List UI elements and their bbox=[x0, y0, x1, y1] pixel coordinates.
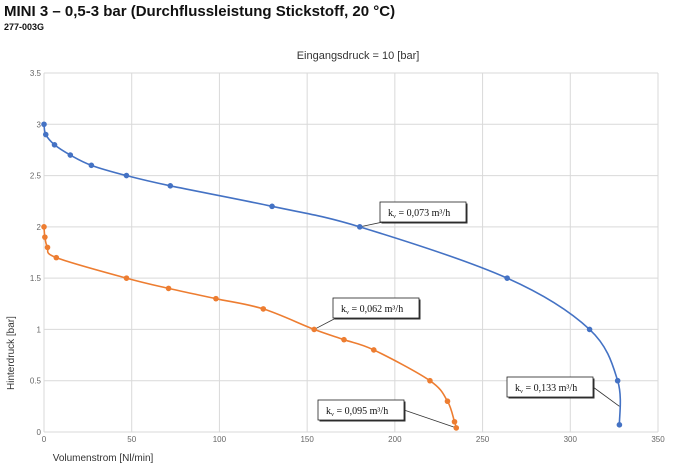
annotation-leader-line bbox=[313, 317, 337, 330]
data-point bbox=[41, 121, 47, 128]
y-tick-label: 2.5 bbox=[30, 172, 42, 181]
data-point bbox=[341, 336, 347, 343]
x-tick-label: 250 bbox=[476, 435, 490, 444]
kv-annotation: kv = 0,133 m³/h bbox=[515, 383, 577, 395]
data-point bbox=[213, 295, 219, 302]
data-point bbox=[67, 152, 74, 158]
x-axis-label: Volumenstrom [Nl/min] bbox=[53, 453, 154, 464]
data-point bbox=[123, 275, 130, 281]
data-point bbox=[53, 254, 60, 261]
data-point bbox=[51, 142, 58, 148]
chart-title: Eingangsdruck = 10 [bar] bbox=[297, 50, 420, 62]
x-tick-label: 100 bbox=[213, 435, 227, 444]
x-tick-label: 50 bbox=[127, 435, 136, 444]
kv-annotation: kv = 0,062 m³/h bbox=[341, 304, 403, 316]
y-tick-label: 1.5 bbox=[30, 274, 42, 283]
data-point bbox=[167, 183, 174, 189]
x-tick-label: 200 bbox=[388, 435, 402, 444]
x-tick-label: 150 bbox=[300, 435, 314, 444]
data-point bbox=[453, 425, 460, 431]
data-point bbox=[427, 377, 433, 384]
data-point bbox=[42, 234, 48, 240]
data-point bbox=[41, 224, 47, 230]
data-point bbox=[444, 398, 451, 405]
data-point bbox=[42, 131, 49, 138]
y-tick-label: 0 bbox=[37, 428, 42, 437]
x-tick-label: 0 bbox=[42, 435, 47, 444]
data-point bbox=[504, 275, 510, 281]
data-point bbox=[165, 285, 172, 292]
y-tick-label: 3 bbox=[37, 120, 42, 129]
annotation-leader-line bbox=[403, 409, 457, 429]
data-point bbox=[616, 422, 623, 428]
page-title: MINI 3 – 0,5-3 bar (Durchflussleistung S… bbox=[4, 3, 396, 20]
annotation-box bbox=[317, 399, 405, 421]
annotation-box bbox=[332, 297, 420, 319]
kv-annotation: kv = 0,095 m³/h bbox=[326, 406, 388, 418]
data-point bbox=[269, 203, 275, 210]
data-point bbox=[614, 377, 621, 384]
annotation-leader-line bbox=[592, 386, 620, 407]
annotation-box bbox=[379, 201, 467, 223]
data-point bbox=[371, 347, 377, 353]
data-point bbox=[260, 306, 267, 312]
article-number: 277-003G bbox=[4, 22, 45, 32]
annotation-leader-line bbox=[359, 221, 384, 228]
data-point bbox=[356, 224, 363, 230]
kv-annotation: kv = 0,073 m³/h bbox=[388, 208, 450, 220]
x-tick-label: 300 bbox=[564, 435, 578, 444]
data-point bbox=[451, 418, 458, 425]
x-tick-label: 350 bbox=[651, 435, 665, 444]
data-point bbox=[88, 162, 95, 169]
y-tick-label: 0.5 bbox=[30, 377, 42, 386]
y-tick-label: 2 bbox=[37, 223, 42, 232]
annotation-box bbox=[506, 376, 594, 398]
data-point bbox=[123, 172, 130, 179]
y-tick-label: 3.5 bbox=[30, 69, 42, 78]
y-tick-label: 1 bbox=[37, 325, 42, 334]
data-point bbox=[311, 326, 317, 333]
data-point bbox=[44, 244, 51, 251]
data-point bbox=[586, 326, 593, 333]
y-axis-label: Hinterdruck [bar] bbox=[6, 316, 17, 390]
